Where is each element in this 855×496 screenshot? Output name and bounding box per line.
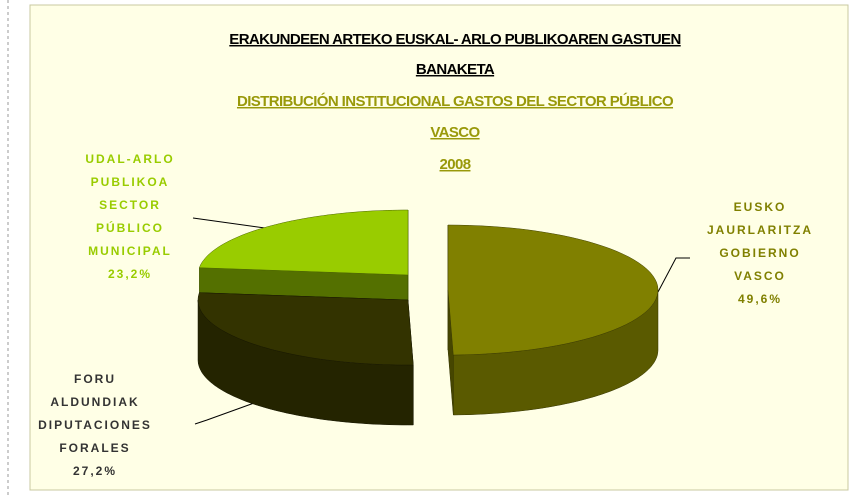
value-label: 49,6% xyxy=(738,292,782,306)
slice-label: ALDUNDIAK xyxy=(50,395,139,409)
subtitle-line: VASCO xyxy=(430,124,480,141)
slice-label: GOBIERNO xyxy=(719,246,800,260)
slice-label: JAURLARITZA xyxy=(707,223,813,237)
leader-line xyxy=(657,257,690,293)
slice-label: PUBLIKOA xyxy=(91,175,170,189)
slice xyxy=(197,292,414,366)
slice-label: EUSKO xyxy=(734,200,787,214)
leader-line xyxy=(194,397,269,425)
slice-label: PÚBLICO xyxy=(96,220,164,235)
slice-label: FORU xyxy=(74,372,116,386)
subtitle-line: DISTRIBUCIÓN INSTITUCIONAL GASTOS DEL SE… xyxy=(237,92,674,110)
slice xyxy=(198,209,409,276)
value-label: 23,2% xyxy=(108,267,152,281)
slice-label: DIPUTACIONES xyxy=(38,418,152,432)
slice-label: MUNICIPAL xyxy=(88,244,172,258)
value-label: 27,2% xyxy=(73,464,117,478)
slice-label: VASCO xyxy=(734,269,786,283)
title-line: ERAKUNDEEN ARTEKO EUSKAL- ARLO PUBLIKOAR… xyxy=(229,31,680,48)
leader-line xyxy=(192,217,266,229)
chart-area xyxy=(29,4,849,491)
slice-label: FORALES xyxy=(59,441,130,455)
slice-label: UDAL-ARLO xyxy=(85,152,174,166)
subtitle-line: 2008 xyxy=(440,156,471,173)
slice xyxy=(447,224,659,356)
slice-label: SECTOR xyxy=(99,198,161,212)
title-line: BANAKETA xyxy=(416,61,495,78)
